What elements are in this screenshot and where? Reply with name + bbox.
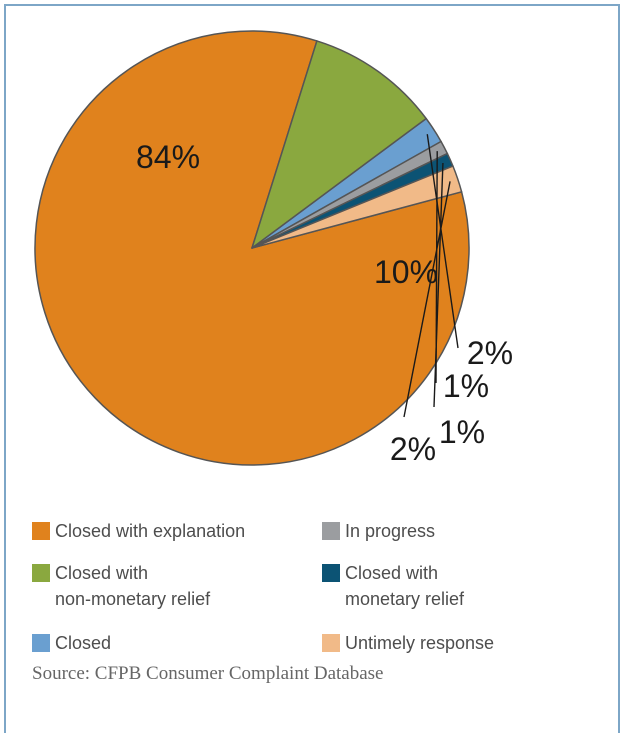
- legend-label: Closed with non-monetary relief: [55, 563, 211, 609]
- slice-percent-label: 2%: [467, 335, 513, 371]
- slice-percent-label: 10%: [374, 254, 438, 290]
- legend-label: In progress: [345, 521, 436, 541]
- slice-percent-label: 1%: [439, 414, 485, 450]
- legend-swatch: [32, 564, 50, 582]
- slice-percent-label: 1%: [443, 368, 489, 404]
- slice-percent-label: 84%: [136, 139, 200, 175]
- legend-swatch: [322, 522, 340, 540]
- legend-item-closed-with-monetary-relief: Closed with monetary relief: [322, 560, 464, 612]
- legend-swatch: [32, 634, 50, 652]
- source-note: Source: CFPB Consumer Complaint Database: [32, 663, 384, 684]
- leader-line: [403, 181, 451, 418]
- legend-label: Untimely response: [345, 633, 495, 653]
- legend-swatch: [32, 522, 50, 540]
- legend-item-closed-with-explanation: Closed with explanation: [32, 518, 245, 544]
- legend-item-untimely-response: Untimely response: [322, 630, 494, 656]
- pie-chart: 84%10%2%1%1%2%: [34, 30, 513, 467]
- legend-item-in-progress: In progress: [322, 518, 435, 544]
- legend-swatch: [322, 634, 340, 652]
- legend-label: Closed with monetary relief: [345, 563, 465, 609]
- legend-label: Closed with explanation: [55, 521, 246, 541]
- legend-item-closed: Closed: [32, 630, 111, 656]
- slice-percent-label: 2%: [390, 431, 436, 467]
- legend-label: Closed: [55, 633, 112, 653]
- legend-swatch: [322, 564, 340, 582]
- pie-slice-closed-with-non-monetary-relief: [251, 40, 427, 249]
- leader-line: [433, 162, 444, 408]
- pie-slice-untimely-response: [251, 165, 463, 249]
- legend-item-closed-with-non-monetary-relief: Closed with non-monetary relief: [32, 560, 210, 612]
- leader-line: [426, 134, 459, 349]
